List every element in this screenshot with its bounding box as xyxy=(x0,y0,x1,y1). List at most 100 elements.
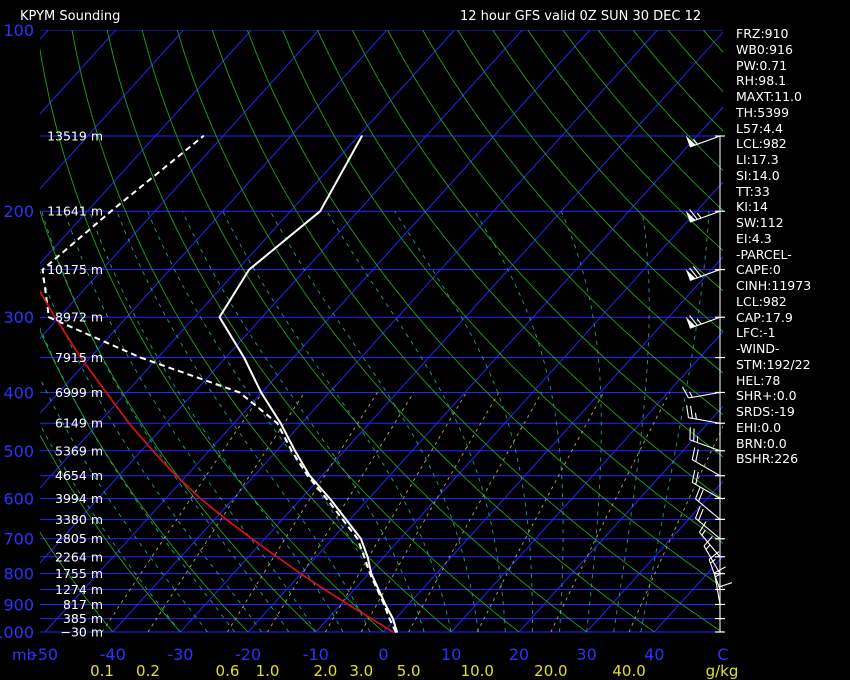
dewpoint-point xyxy=(356,537,359,540)
wind-barb-half-flag xyxy=(710,558,716,564)
mixing-ratio-label: 5.0 xyxy=(397,662,421,680)
pressure-label: 800 xyxy=(3,565,34,584)
moist-adiabat-line xyxy=(116,211,371,633)
dewpoint-point xyxy=(290,449,293,452)
isotherm-line xyxy=(518,405,723,633)
isotherm-line xyxy=(40,30,455,489)
parcel-point xyxy=(323,588,326,591)
height-label: 7915 m xyxy=(55,350,103,365)
wind-barb-half-flag xyxy=(688,391,693,398)
dewpoint-point xyxy=(325,497,328,500)
mixing-ratio-line xyxy=(550,392,670,633)
isotherm-line xyxy=(112,30,658,633)
wind-barb xyxy=(685,315,721,329)
parcel-point xyxy=(54,316,56,319)
mixing-ratio-line xyxy=(408,392,543,633)
temperature-tick-label: -10 xyxy=(303,645,329,664)
dewpoint-point xyxy=(376,588,379,591)
temperature-point xyxy=(248,268,251,271)
wind-barb-flag xyxy=(690,405,693,419)
temperature-point xyxy=(319,210,322,213)
wind-barb-flag xyxy=(694,486,701,500)
dewpoint-point xyxy=(363,555,366,558)
wind-barb-half-flag xyxy=(705,544,711,550)
pressure-label: 600 xyxy=(3,489,34,508)
wind-barb-staff xyxy=(689,316,721,329)
height-label: 6149 m xyxy=(55,416,103,431)
wind-barb-flag xyxy=(689,267,698,279)
height-label: 8972 m xyxy=(55,310,103,325)
wind-barb-staff xyxy=(688,417,721,424)
sounding-index-item: FRZ:910 xyxy=(736,26,789,41)
temperature-point xyxy=(308,474,311,477)
height-label: 4654 m xyxy=(55,468,103,483)
parcel-point xyxy=(276,555,278,558)
moist-adiabat-line xyxy=(64,211,317,633)
sounding-index-item: SHR+:0.0 xyxy=(736,388,797,404)
sounding-index-item: -WIND- xyxy=(736,341,780,356)
wind-barb-flag xyxy=(686,405,690,418)
sounding-index-item: LCL:982 xyxy=(736,293,787,309)
isotherm-line xyxy=(450,330,723,633)
dewpoint-point xyxy=(276,422,279,425)
wind-barb xyxy=(681,386,721,399)
mixing-ratio-label: 40.0 xyxy=(612,662,645,680)
dry-adiabat-line xyxy=(40,46,384,633)
wind-barb-staff xyxy=(713,572,721,605)
wind-barb-flag xyxy=(689,209,698,220)
sounding-index-item: -PARCEL- xyxy=(736,246,792,262)
moist-adiabat-line xyxy=(222,210,452,633)
height-label: 5369 m xyxy=(55,443,103,458)
wind-barb-flag xyxy=(692,266,702,277)
parcel-point xyxy=(370,617,373,620)
sounding-index-item: LI:17.3 xyxy=(736,152,779,167)
sounding-index-item: HEL:78 xyxy=(736,372,781,388)
sounding-index-item: PW:0.71 xyxy=(736,57,788,73)
wind-barb-staff xyxy=(692,459,721,477)
wind-barb xyxy=(685,135,721,148)
wind-barb-flag xyxy=(698,489,704,502)
mixing-ratio-unit: g/kg xyxy=(706,662,739,680)
sounding-index-item: STM:192/22 xyxy=(736,356,811,372)
temperature-point xyxy=(260,391,262,394)
moist-adiabat-line xyxy=(40,423,181,633)
mixing-ratio-line xyxy=(325,392,467,633)
isotherm-line xyxy=(40,30,252,265)
wind-barb xyxy=(685,266,721,282)
wind-barb xyxy=(685,209,721,223)
wind-barb-flag xyxy=(694,506,701,519)
dewpoint-point xyxy=(202,135,205,137)
moist-adiabat-line xyxy=(40,270,262,633)
isotherm-line xyxy=(44,30,591,633)
parcel-point xyxy=(105,391,107,394)
dry-adiabat-line xyxy=(40,531,114,633)
moist-adiabat-line xyxy=(640,211,710,633)
wind-barbs xyxy=(681,135,733,633)
parcel-point xyxy=(251,537,253,540)
wind-barb-pennant xyxy=(685,210,696,223)
temperature-point xyxy=(279,422,282,425)
moist-adiabat-line xyxy=(41,211,290,633)
moist-adiabat-line xyxy=(40,327,235,633)
chart-grid xyxy=(40,30,723,633)
mixing-ratio-label: 2.0 xyxy=(313,662,337,680)
sounding-index-item: BRN:0.0 xyxy=(736,435,787,451)
wind-barb-flag xyxy=(691,447,696,460)
moist-adiabat-line xyxy=(560,211,602,633)
wind-barb xyxy=(719,582,733,619)
wind-barb xyxy=(689,427,721,452)
wind-barb-pennant xyxy=(685,135,696,147)
wind-barb-flag xyxy=(708,551,720,560)
mixing-ratio-label: 20.0 xyxy=(534,662,567,680)
pressure-label: 100 xyxy=(3,21,34,40)
sounding-index-item: KI:14 xyxy=(736,199,769,215)
height-label: 2264 m xyxy=(55,549,103,564)
sounding-index-item: TT:33 xyxy=(736,183,770,199)
wind-barb-flag xyxy=(691,469,696,483)
dewpoint-point xyxy=(139,356,142,359)
dry-adiabat-line xyxy=(387,30,723,416)
sounding-index-item: BSHR:226 xyxy=(736,451,799,467)
wind-barb-staff xyxy=(703,545,721,574)
temperature-point xyxy=(345,518,347,521)
moist-adiabat-line xyxy=(613,211,650,633)
